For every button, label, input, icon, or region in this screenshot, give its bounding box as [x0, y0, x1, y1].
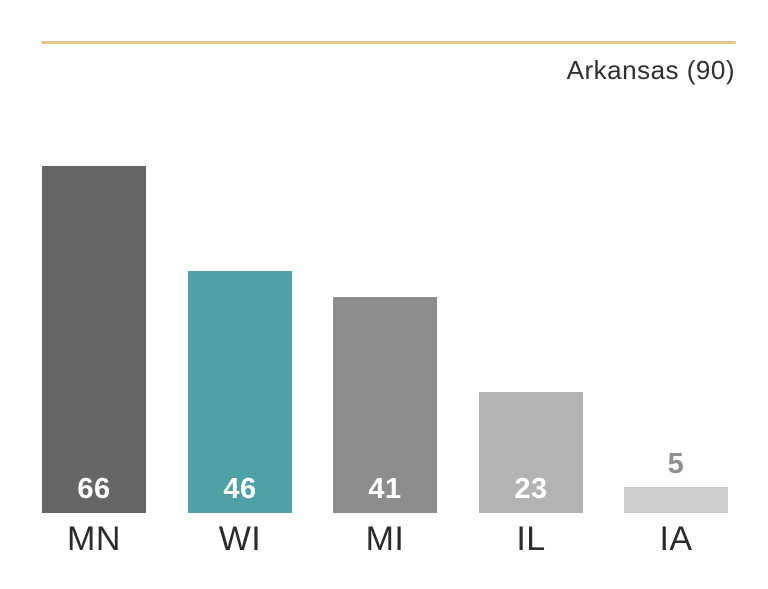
bar-category-label: MI [365, 520, 405, 558]
bar-category-label: IL [516, 520, 546, 558]
header-rule [41, 41, 736, 44]
bar-category-label: MN [67, 520, 121, 558]
chart-title: Arkansas (90) [566, 55, 735, 85]
bar-value-label: 46 [223, 473, 257, 505]
bar-value-label: 23 [514, 473, 548, 505]
bar-group: 5 IA [624, 450, 728, 556]
bar-group: 23 IL [479, 392, 583, 556]
bar-value-label: 5 [667, 448, 685, 480]
bar-chart-plot: 66 MN 46 WI 41 MI 23 IL 5 IA [42, 166, 728, 556]
bar-value-label: 41 [368, 473, 402, 505]
bar-group: 46 WI [188, 271, 292, 556]
bar: 41 [333, 297, 437, 513]
bar-category-label: WI [218, 520, 262, 558]
bar: 5 [624, 450, 728, 513]
bar: 46 [188, 271, 292, 513]
bar-group: 66 MN [42, 166, 146, 556]
bar-value-label: 66 [77, 473, 111, 505]
bar-category-label: IA [659, 520, 693, 558]
bar: 23 [479, 392, 583, 513]
bar: 66 [42, 166, 146, 513]
bar-group: 41 MI [333, 297, 437, 556]
